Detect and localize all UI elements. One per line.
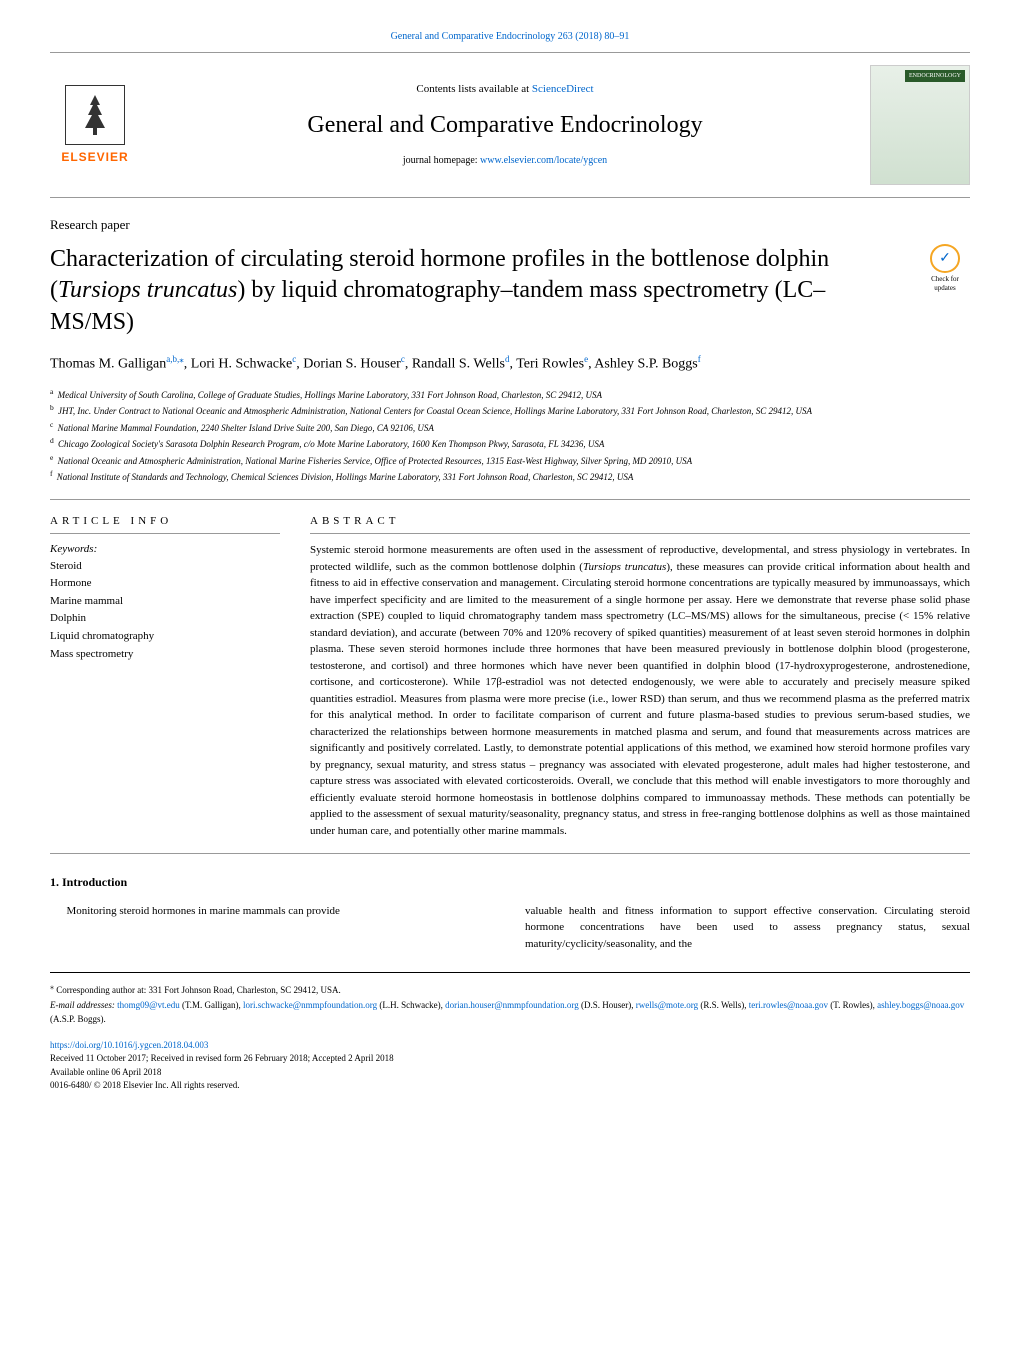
keywords-label: Keywords: <box>50 542 280 557</box>
corresponding-author: ⁎ Corresponding author at: 331 Fort John… <box>50 981 970 997</box>
article-title: Characterization of circulating steroid … <box>50 244 900 338</box>
intro-col-right: valuable health and fitness information … <box>525 903 970 953</box>
emails-line: E-mail addresses: thomg09@vt.edu (T.M. G… <box>50 998 970 1027</box>
keywords-list: SteroidHormoneMarine mammalDolphinLiquid… <box>50 558 280 664</box>
keyword: Mass spectrometry <box>50 646 280 664</box>
contents-prefix: Contents lists available at <box>416 83 531 95</box>
authors: Thomas M. Galligana,b,⁎, Lori H. Schwack… <box>50 352 970 376</box>
journal-header: ELSEVIER Contents lists available at Sci… <box>50 52 970 198</box>
affiliation: d Chicago Zoological Society's Sarasota … <box>50 435 970 452</box>
info-heading: ARTICLE INFO <box>50 514 280 534</box>
intro-heading: 1. Introduction <box>50 874 970 891</box>
keyword: Steroid <box>50 558 280 576</box>
affiliation: c National Marine Mammal Foundation, 224… <box>50 419 970 436</box>
affiliations: a Medical University of South Carolina, … <box>50 386 970 485</box>
email-link[interactable]: ashley.boggs@noaa.gov <box>877 1000 964 1010</box>
doi-link[interactable]: https://doi.org/10.1016/j.ygcen.2018.04.… <box>50 1040 208 1050</box>
elsevier-tree-icon <box>65 85 125 145</box>
abstract-text: Systemic steroid hormone measurements ar… <box>310 542 970 839</box>
email-link[interactable]: rwells@mote.org <box>636 1000 698 1010</box>
journal-cover-thumb[interactable]: ENDOCRINOLOGY <box>870 65 970 185</box>
abstract-italic: Tursiops truncatus <box>583 561 666 573</box>
email-link[interactable]: lori.schwacke@nmmpfoundation.org <box>243 1000 377 1010</box>
keyword: Hormone <box>50 575 280 593</box>
affiliation: f National Institute of Standards and Te… <box>50 468 970 485</box>
title-italic: Tursiops truncatus <box>58 277 237 303</box>
intro-text-1: Monitoring steroid hormones in marine ma… <box>50 903 495 920</box>
intro-col-left: Monitoring steroid hormones in marine ma… <box>50 903 495 953</box>
homepage-link[interactable]: www.elsevier.com/locate/ygcen <box>480 155 607 166</box>
homepage-prefix: journal homepage: <box>403 155 480 166</box>
check-updates-icon: ✓ <box>930 244 960 272</box>
intro-row: Monitoring steroid hormones in marine ma… <box>50 903 970 953</box>
keyword: Dolphin <box>50 610 280 628</box>
corresponding-text: Corresponding author at: 331 Fort Johnso… <box>56 985 341 995</box>
keyword: Marine mammal <box>50 593 280 611</box>
check-updates-label: Check for updates <box>920 275 970 295</box>
affiliation: e National Oceanic and Atmospheric Admin… <box>50 452 970 469</box>
intro-text-2: valuable health and fitness information … <box>525 905 970 950</box>
cover-label: ENDOCRINOLOGY <box>905 70 965 82</box>
abstract-p2: ), these measures can provide critical i… <box>310 561 970 837</box>
email-link[interactable]: thomg09@vt.edu <box>117 1000 180 1010</box>
history: Received 11 October 2017; Received in re… <box>50 1052 970 1066</box>
abstract-heading: ABSTRACT <box>310 514 970 534</box>
divider <box>50 499 970 500</box>
sciencedirect-link[interactable]: ScienceDirect <box>532 83 594 95</box>
keyword: Liquid chromatography <box>50 628 280 646</box>
homepage-line: journal homepage: www.elsevier.com/locat… <box>160 154 850 168</box>
doi-section: https://doi.org/10.1016/j.ygcen.2018.04.… <box>50 1039 970 1093</box>
check-updates-badge[interactable]: ✓ Check for updates <box>920 244 970 294</box>
article-info-column: ARTICLE INFO Keywords: SteroidHormoneMar… <box>50 514 280 839</box>
email-link[interactable]: teri.rowles@noaa.gov <box>749 1000 828 1010</box>
contents-line: Contents lists available at ScienceDirec… <box>160 82 850 97</box>
citation-link[interactable]: General and Comparative Endocrinology 26… <box>50 30 970 44</box>
header-center: Contents lists available at ScienceDirec… <box>160 82 850 169</box>
affiliation: a Medical University of South Carolina, … <box>50 386 970 403</box>
copyright: 0016-6480/ © 2018 Elsevier Inc. All righ… <box>50 1079 970 1093</box>
article-type: Research paper <box>50 216 970 234</box>
online-date: Available online 06 April 2018 <box>50 1066 970 1080</box>
publisher-name: ELSEVIER <box>61 149 128 166</box>
affiliation: b JHT, Inc. Under Contract to National O… <box>50 402 970 419</box>
publisher-logo[interactable]: ELSEVIER <box>50 75 140 175</box>
footer: ⁎ Corresponding author at: 331 Fort John… <box>50 972 970 1026</box>
journal-title: General and Comparative Endocrinology <box>160 109 850 143</box>
email-link[interactable]: dorian.houser@nmmpfoundation.org <box>445 1000 579 1010</box>
abstract-column: ABSTRACT Systemic steroid hormone measur… <box>310 514 970 839</box>
divider <box>50 853 970 854</box>
